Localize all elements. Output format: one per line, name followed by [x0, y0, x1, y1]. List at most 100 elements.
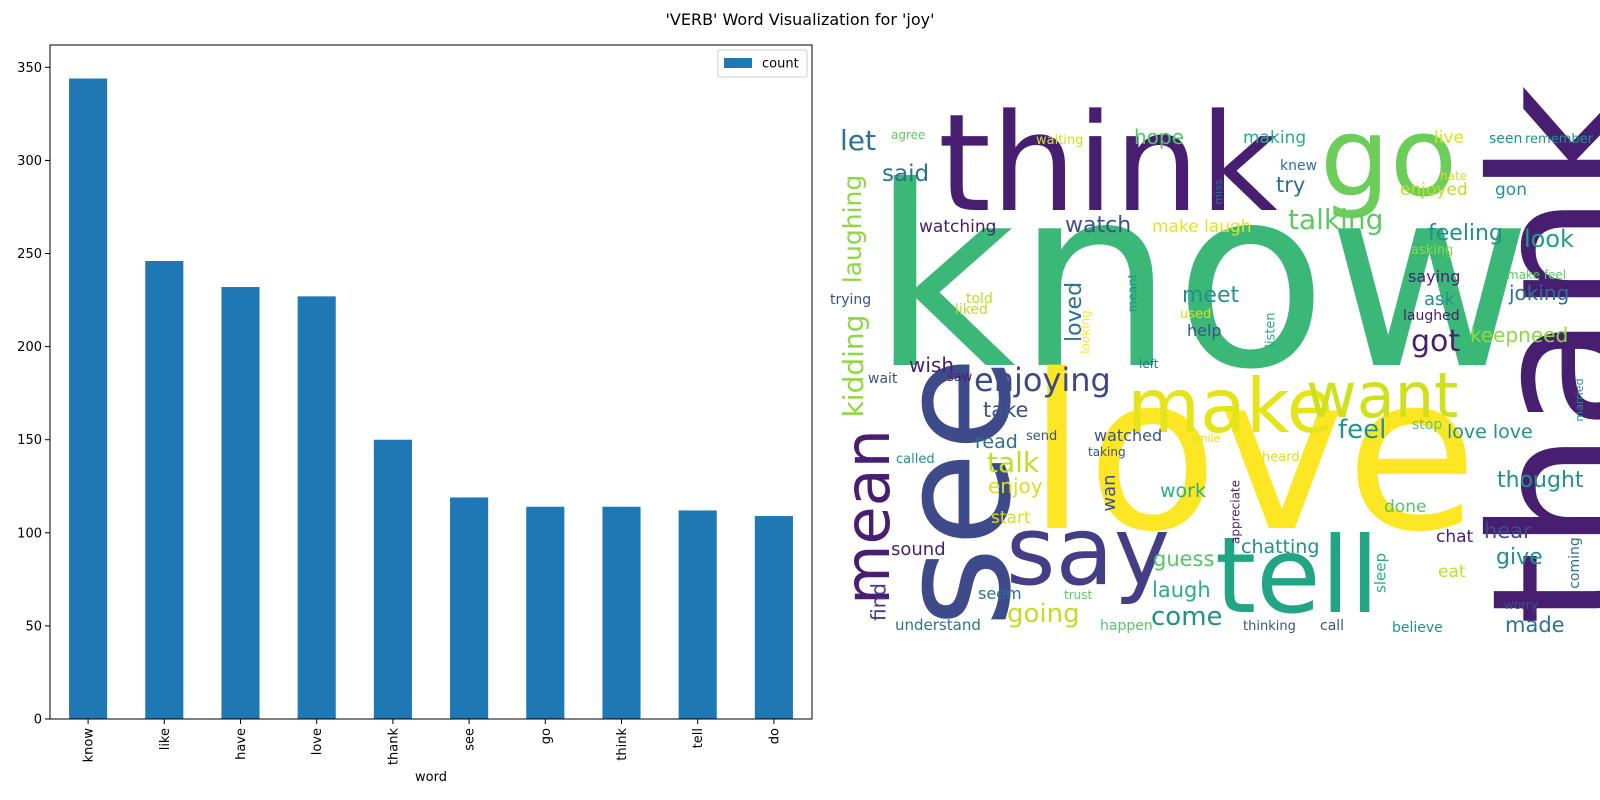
cloud-word: trust: [1064, 588, 1092, 602]
cloud-word: seen: [1489, 131, 1522, 147]
cloud-word: wait: [868, 371, 898, 387]
cloud-word: asking: [1411, 243, 1453, 258]
cloud-word: seem: [978, 584, 1022, 603]
cloud-word: want: [1306, 359, 1458, 432]
cloud-word: done: [1384, 497, 1426, 517]
cloud-word: ask: [1424, 289, 1455, 310]
cloud-word: thinking: [1243, 619, 1296, 634]
cloud-word: watch: [1065, 213, 1131, 238]
figure-title: 'VERB' Word Visualization for 'joy': [665, 10, 935, 29]
cloud-word: talking: [1288, 203, 1383, 236]
cloud-word: liked: [955, 302, 988, 318]
cloud-word: married: [1573, 378, 1586, 421]
cloud-word: smile: [1191, 432, 1221, 445]
x-tick-label: tell: [691, 728, 706, 748]
cloud-word: believe: [1392, 620, 1443, 636]
y-tick-label: 100: [17, 526, 42, 541]
cloud-word: making: [1243, 128, 1306, 148]
x-tick-label: like: [158, 728, 173, 750]
cloud-word: laughed: [1403, 308, 1460, 324]
cloud-word: say: [1006, 497, 1170, 607]
bar-see: [450, 497, 489, 719]
cloud-word: saw: [947, 370, 973, 385]
bar-do: [754, 516, 793, 719]
y-tick-label: 50: [25, 619, 42, 634]
bar-love: [297, 296, 336, 719]
bar-know: [69, 78, 108, 719]
cloud-word: love: [1027, 328, 1478, 579]
cloud-word: talk: [987, 446, 1040, 479]
cloud-word: laughing: [838, 175, 867, 283]
cloud-word: go: [1320, 93, 1457, 221]
cloud-word: enjoyed: [1400, 180, 1468, 200]
cloud-word: let: [840, 124, 876, 157]
y-tick-label: 0: [34, 713, 42, 728]
cloud-word: loved: [1062, 282, 1087, 342]
cloud-word: come: [1151, 602, 1223, 632]
cloud-word: coming: [1567, 537, 1583, 589]
cloud-word: got: [1411, 324, 1460, 359]
x-tick-label: do: [767, 728, 782, 744]
y-tick-label: 150: [17, 433, 42, 448]
cloud-word: watching: [919, 217, 996, 237]
axes-layer: know like have love thank see go think tell do 0 50…: [17, 44, 813, 785]
legend-swatch: [724, 58, 752, 68]
legend: count: [717, 49, 808, 78]
x-tick-label: know: [82, 728, 97, 763]
cloud-word: start: [991, 508, 1031, 528]
x-tick-label: go: [539, 728, 554, 744]
cloud-word: going: [1007, 599, 1080, 629]
cloud-word: chatting: [1241, 536, 1319, 558]
bars-layer: [69, 78, 793, 719]
cloud-word: thank: [1451, 84, 1600, 626]
cloud-word: give: [1496, 545, 1543, 570]
cloud-word: waiting: [1036, 133, 1083, 148]
cloud-word: left: [1139, 357, 1159, 371]
cloud-word: laugh: [1152, 578, 1211, 602]
cloud-word: thought: [1497, 468, 1584, 493]
bar-think: [602, 506, 641, 719]
cloud-word: make laugh: [1152, 217, 1252, 237]
cloud-word: heard: [1262, 450, 1300, 465]
y-tick-label: 350: [17, 61, 42, 76]
cloud-word: hope: [1134, 125, 1184, 149]
cloud-word: call: [1320, 618, 1344, 634]
bar-like: [145, 260, 184, 719]
cloud-word: wan: [1099, 474, 1120, 511]
cloud-word: kidding: [837, 315, 870, 418]
bar-tell: [678, 510, 717, 719]
cloud-word: make: [1127, 362, 1333, 450]
cloud-word: live: [1434, 128, 1464, 148]
cloud-word: looking: [1079, 310, 1093, 354]
x-tick-label: love: [310, 728, 325, 755]
cloud-word: saying: [1408, 267, 1460, 286]
cloud-word: eat: [1438, 562, 1466, 582]
cloud-word: agree: [891, 128, 925, 142]
cloud-word: taking: [1088, 445, 1126, 459]
x-tick-label: think: [615, 728, 630, 761]
cloud-word: read: [975, 431, 1018, 453]
cloud-word: happen: [1100, 618, 1153, 634]
y-tick-label: 300: [17, 154, 42, 169]
cloud-word: meet: [1182, 283, 1240, 308]
cloud-word: wish: [909, 353, 954, 377]
cloud-word: find: [867, 583, 891, 621]
cloud-word: gon: [1495, 180, 1527, 200]
cloud-word: said: [882, 161, 929, 187]
cloud-word: sleep: [1372, 553, 1390, 593]
cloud-word: knew: [1280, 158, 1317, 174]
x-axis-label: word: [415, 770, 447, 785]
bar-go: [526, 506, 565, 719]
cloud-word: keepneed: [1470, 323, 1568, 347]
cloud-word: watched: [1094, 426, 1162, 445]
cloud-word: hear: [1484, 519, 1532, 543]
cloud-word: made: [1505, 613, 1565, 637]
cloud-word: called: [896, 452, 935, 467]
cloud-word: enjoying: [974, 361, 1111, 399]
cloud-word: think: [938, 85, 1278, 242]
cloud-word: help: [1187, 321, 1222, 340]
bar-thank: [373, 439, 412, 719]
y-tick-label: 200: [17, 340, 42, 355]
